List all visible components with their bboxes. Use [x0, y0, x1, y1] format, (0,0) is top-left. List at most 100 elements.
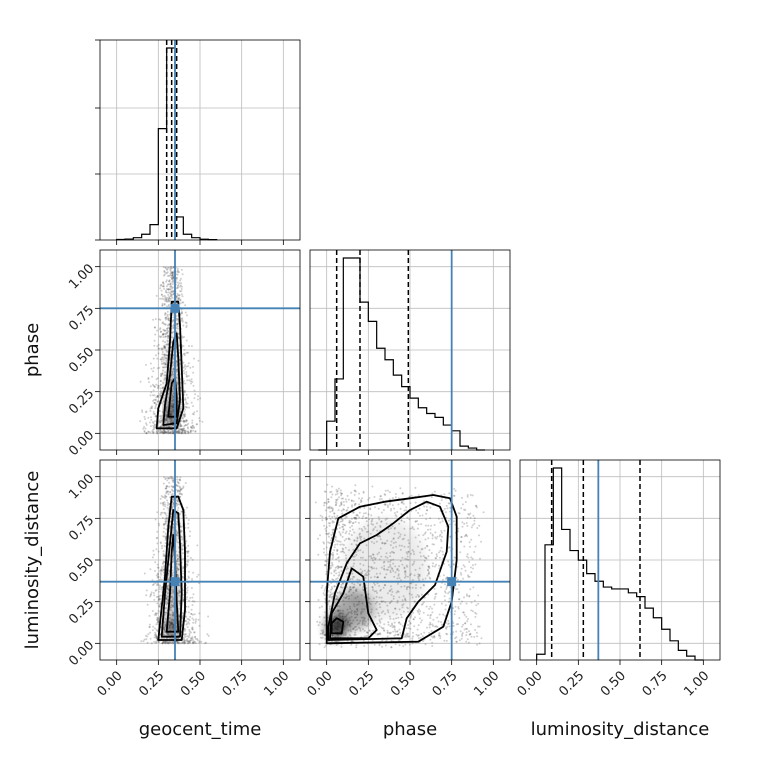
- sample-point: [146, 641, 149, 644]
- sample-point: [420, 523, 423, 526]
- sample-point: [465, 602, 468, 605]
- sample-point: [176, 327, 179, 330]
- sample-point: [429, 638, 432, 641]
- sample-point: [163, 432, 166, 435]
- sample-point: [454, 610, 457, 613]
- sample-point: [194, 430, 197, 433]
- sample-point: [159, 417, 162, 420]
- sample-point: [166, 335, 169, 338]
- sample-point: [162, 333, 165, 336]
- sample-point: [188, 630, 191, 633]
- sample-point: [373, 496, 376, 498]
- sample-point: [182, 552, 184, 555]
- sample-point: [191, 380, 194, 383]
- sample-point: [172, 293, 175, 295]
- sample-point: [160, 360, 163, 363]
- sample-point: [325, 546, 328, 549]
- sample-point: [158, 318, 161, 321]
- sample-point: [154, 569, 156, 572]
- sample-point: [168, 274, 171, 277]
- sample-point: [156, 367, 159, 370]
- sample-point: [191, 427, 193, 430]
- sample-point: [180, 407, 183, 410]
- sample-point: [186, 406, 188, 409]
- sample-point: [465, 522, 468, 525]
- sample-point: [165, 517, 168, 520]
- sample-point: [158, 603, 161, 606]
- sample-point: [157, 550, 160, 553]
- sample-point: [461, 625, 463, 628]
- sample-point: [152, 389, 155, 392]
- sample-point: [378, 644, 381, 647]
- sample-point: [160, 431, 163, 434]
- sample-point: [161, 586, 164, 589]
- sample-point: [322, 629, 325, 632]
- sample-point: [154, 518, 157, 521]
- sample-point: [461, 600, 464, 603]
- sample-point: [153, 413, 156, 415]
- sample-point: [460, 637, 463, 640]
- sample-point: [448, 492, 451, 495]
- sample-point: [171, 492, 174, 495]
- sample-point: [428, 565, 431, 568]
- sample-point: [160, 289, 163, 292]
- sample-point: [169, 268, 172, 271]
- sample-point: [412, 611, 414, 614]
- sample-point: [143, 430, 146, 433]
- sample-point: [194, 393, 197, 396]
- sample-point: [166, 637, 168, 640]
- sample-point: [151, 556, 154, 559]
- sample-point: [431, 611, 434, 614]
- sample-point: [443, 493, 446, 496]
- sample-point: [167, 266, 170, 269]
- sample-point: [367, 498, 370, 501]
- sample-point: [169, 294, 172, 297]
- sample-point: [145, 432, 148, 435]
- sample-point: [162, 281, 165, 284]
- sample-point: [168, 319, 170, 321]
- sample-point: [172, 498, 175, 501]
- sample-point: [165, 487, 168, 490]
- sample-point: [178, 294, 181, 297]
- sample-point: [159, 379, 162, 382]
- sample-point: [163, 355, 166, 358]
- sample-point: [166, 329, 169, 332]
- sample-point: [163, 430, 166, 433]
- sample-point: [352, 500, 355, 503]
- sample-point: [337, 487, 340, 490]
- sample-point: [168, 297, 171, 300]
- sample-point: [185, 393, 188, 396]
- sample-point: [414, 616, 416, 619]
- sample-point: [179, 424, 182, 427]
- sample-point: [350, 491, 353, 494]
- histogram-panel-geocent_time: [95, 39, 301, 245]
- sample-point: [337, 556, 340, 559]
- sample-point: [396, 630, 399, 633]
- sample-point: [336, 577, 339, 580]
- sample-point: [337, 567, 339, 570]
- sample-point: [160, 423, 163, 426]
- sample-point: [164, 394, 167, 397]
- sample-point: [164, 271, 167, 274]
- sample-point: [192, 371, 195, 374]
- sample-point: [323, 547, 325, 550]
- sample-point: [426, 614, 429, 617]
- sample-point: [342, 500, 345, 503]
- sample-point: [327, 553, 329, 556]
- sample-point: [187, 544, 190, 547]
- sample-point: [142, 640, 145, 643]
- sample-point: [163, 366, 166, 369]
- sample-point: [171, 270, 174, 273]
- sample-point: [340, 494, 343, 497]
- sample-point: [156, 530, 159, 533]
- sample-point: [171, 430, 174, 433]
- sample-point: [325, 573, 328, 575]
- sample-point: [181, 536, 183, 539]
- sample-point: [156, 395, 159, 398]
- sample-point: [190, 378, 193, 381]
- sample-point: [347, 629, 350, 632]
- sample-point: [176, 490, 179, 493]
- sample-point: [422, 601, 425, 604]
- sample-point: [318, 615, 321, 618]
- sample-point: [471, 524, 474, 527]
